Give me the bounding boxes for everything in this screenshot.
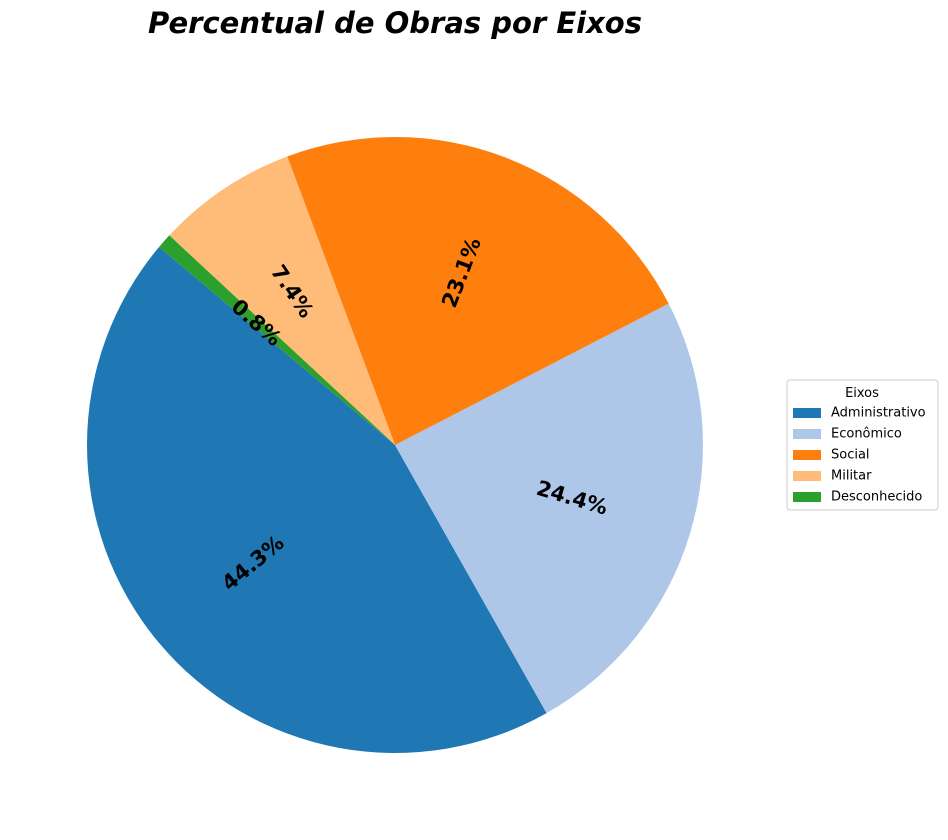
legend-swatch-social xyxy=(793,450,821,460)
pie-slice-desconhecido xyxy=(159,235,395,445)
legend-label-militar: Militar xyxy=(831,469,872,484)
legend-frame xyxy=(786,379,939,511)
legend-items: Administrativo Econômico Social Militar Desc… xyxy=(793,406,926,505)
legend-swatch-desconhecido xyxy=(793,492,821,502)
legend-swatch-militar xyxy=(793,471,821,481)
legend-label-administrativo: Administrativo xyxy=(831,406,926,421)
legend: Eixos Administrativo Econômico Social Milit… xyxy=(786,379,939,511)
pie-slice-econômico xyxy=(395,303,703,714)
legend-label-desconhecido: Desconhecido xyxy=(831,490,922,505)
pie-slice-militar xyxy=(169,156,395,445)
pie-slice-administrativo xyxy=(87,247,547,753)
pie-slice-social xyxy=(287,137,669,445)
legend-label-social: Social xyxy=(831,448,870,463)
pie-slices xyxy=(87,137,703,753)
legend-title: Eixos xyxy=(845,386,879,401)
legend-swatch-econômico xyxy=(793,429,821,439)
legend-label-econômico: Econômico xyxy=(831,427,902,442)
legend-swatch-administrativo xyxy=(793,408,821,418)
chart-title: Percentual de Obras por Eixos xyxy=(148,6,642,40)
